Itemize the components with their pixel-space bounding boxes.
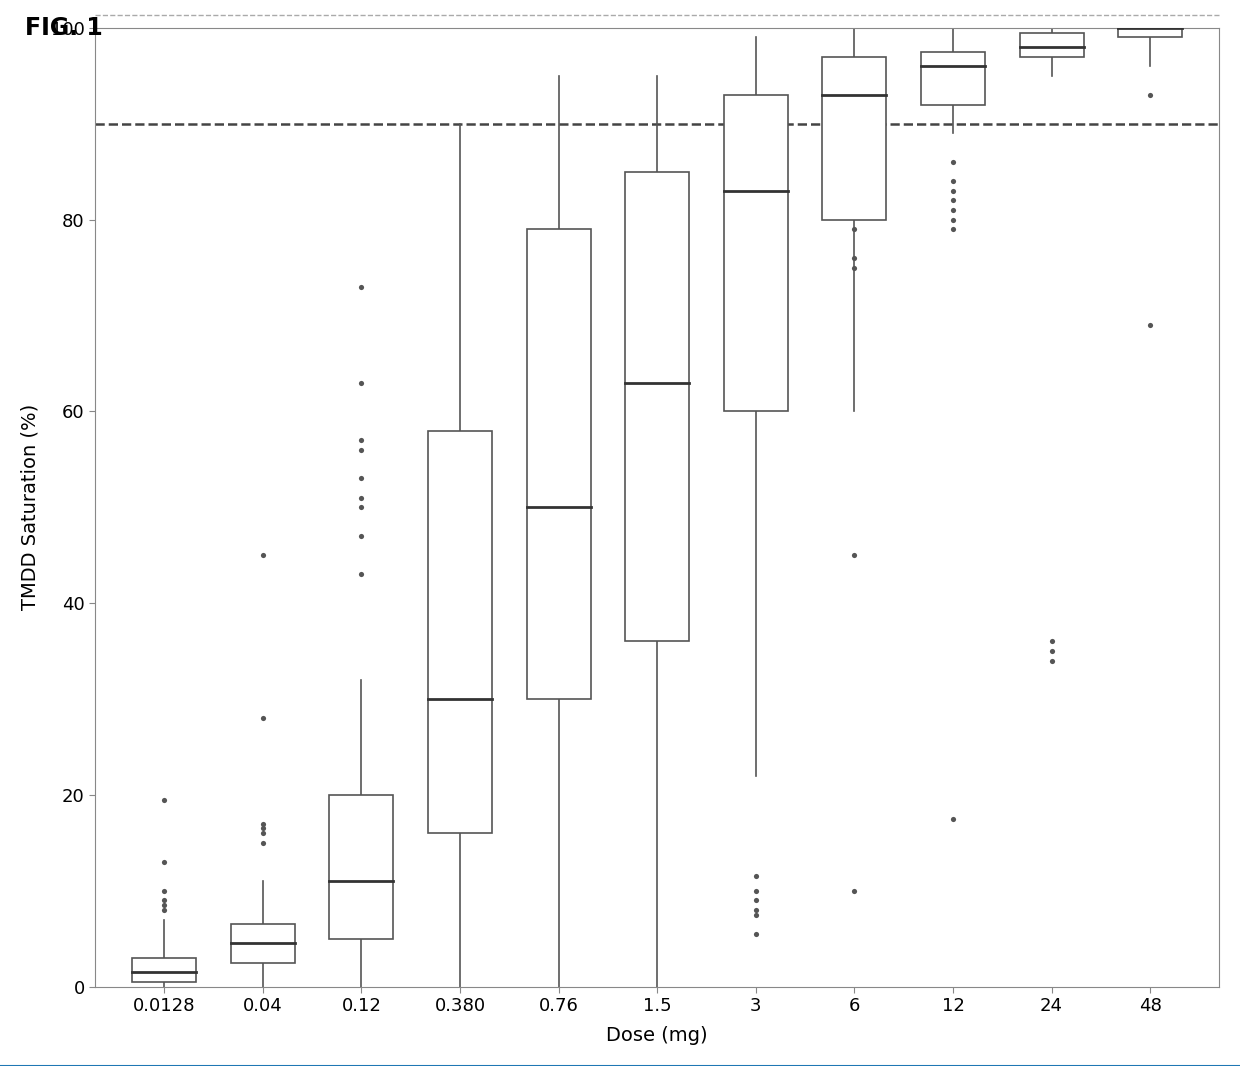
Point [844, 221, 864, 238]
Bar [133, 958, 196, 982]
Point [351, 566, 371, 583]
Point [351, 499, 371, 516]
Y-axis label: TMDD Saturation (%): TMDD Saturation (%) [21, 404, 40, 611]
Point [253, 825, 273, 842]
Point [944, 173, 963, 190]
Point [253, 835, 273, 852]
Point [746, 925, 766, 942]
Point [944, 154, 963, 171]
Point [944, 810, 963, 827]
Point [154, 892, 174, 909]
Point [253, 710, 273, 727]
Point [844, 547, 864, 564]
Point [154, 883, 174, 900]
Point [1042, 652, 1061, 669]
Bar [428, 431, 492, 834]
X-axis label: Dose (mg): Dose (mg) [606, 1027, 708, 1045]
Point [1141, 86, 1161, 103]
Point [1042, 633, 1061, 650]
Point [746, 868, 766, 885]
Point [844, 249, 864, 266]
Point [351, 489, 371, 506]
Point [351, 441, 371, 458]
Point [154, 854, 174, 871]
Point [944, 211, 963, 228]
Point [746, 883, 766, 900]
Point [1042, 643, 1061, 660]
Point [746, 906, 766, 923]
Point [944, 182, 963, 199]
Point [154, 897, 174, 914]
Point [253, 547, 273, 564]
Point [944, 192, 963, 209]
Bar [1019, 33, 1084, 56]
Point [351, 470, 371, 487]
Point [944, 201, 963, 219]
Bar [330, 795, 393, 939]
Point [746, 902, 766, 919]
Point [253, 820, 273, 837]
Bar [231, 924, 295, 963]
Point [1141, 317, 1161, 334]
Bar [527, 229, 590, 699]
Point [351, 528, 371, 545]
Point [351, 432, 371, 449]
Point [351, 278, 371, 295]
Bar [1118, 28, 1182, 37]
Bar [822, 56, 887, 220]
Bar [625, 172, 689, 642]
Point [154, 791, 174, 808]
Bar [724, 95, 787, 411]
Point [154, 902, 174, 919]
Point [844, 259, 864, 276]
Bar [921, 52, 985, 104]
Point [844, 883, 864, 900]
Point [253, 815, 273, 833]
Point [746, 892, 766, 909]
Point [944, 221, 963, 238]
Point [351, 374, 371, 391]
Text: FIG. 1: FIG. 1 [25, 16, 103, 41]
